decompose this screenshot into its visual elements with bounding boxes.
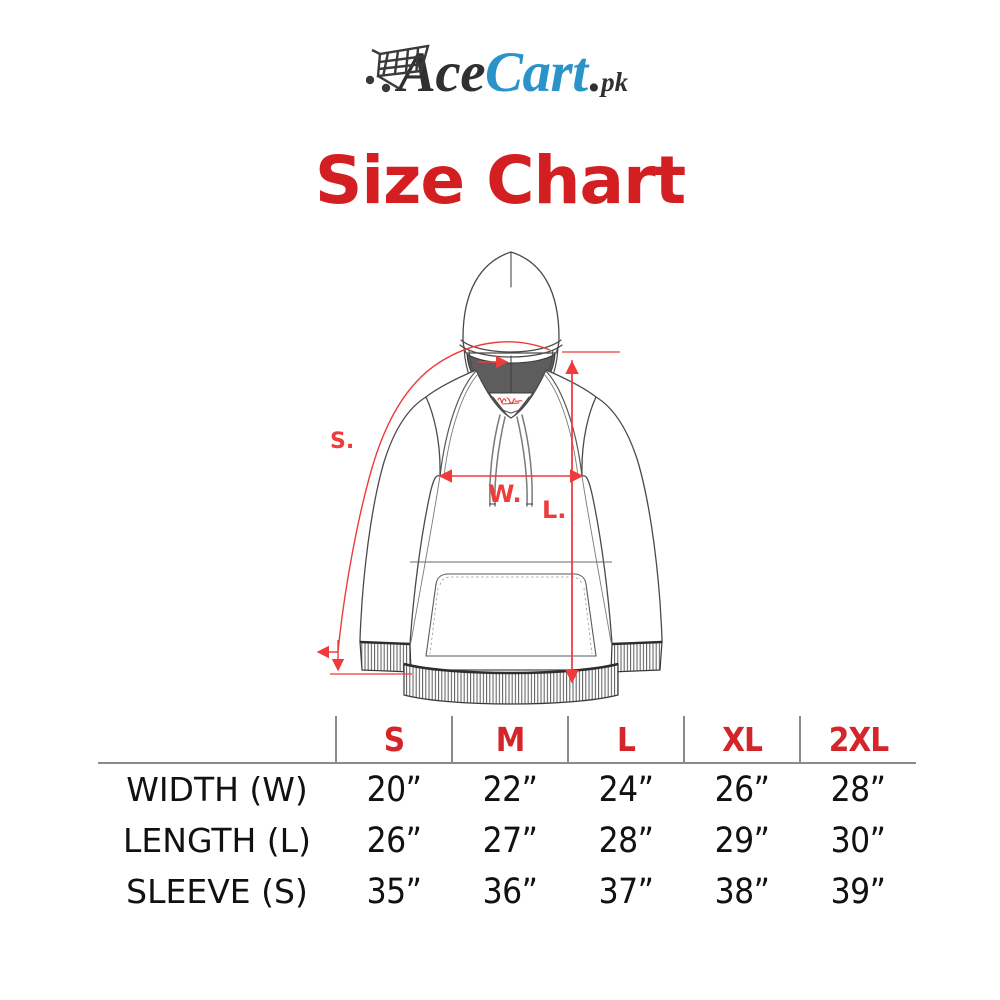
measure-label-sleeve: S. — [330, 429, 354, 454]
measure-label-length: L. — [542, 496, 566, 524]
size-header-m: M — [452, 716, 569, 764]
neck-script-logo-icon — [497, 397, 523, 405]
cell-length-s: 26” — [366, 820, 422, 861]
logo-text-cart: Cart — [485, 41, 588, 104]
cell-sleeve-xl: 38” — [714, 871, 770, 912]
size-table: S M L XL 2XL WIDTH (W) 20” 22” 24” 26” 2… — [98, 716, 916, 917]
shopping-cart-icon — [365, 44, 430, 93]
cell-length-m: 27” — [482, 820, 538, 861]
hoodie-illustration: S. W. L. — [300, 240, 720, 710]
cell-width-m: 22” — [452, 762, 568, 815]
cell-width-l: 24” — [568, 762, 684, 815]
cell-length-xl: 29” — [714, 820, 770, 861]
cell-length-2xl: 30” — [830, 820, 886, 861]
page-title: Size Chart — [314, 142, 686, 219]
cell-sleeve-l: 37” — [598, 871, 654, 912]
cell-width-xl: 26” — [684, 762, 800, 815]
size-header-l: L — [568, 716, 685, 764]
logo-text-tld: pk — [601, 67, 629, 97]
brand-logo: Ace Cart. pk — [0, 44, 1000, 114]
measure-label-width: W. — [488, 480, 522, 508]
row-label-width: WIDTH (W) — [98, 762, 336, 815]
table-row-sleeve: SLEEVE (S) 35” 36” 37” 38” 39” — [98, 866, 916, 917]
cell-sleeve-s: 35” — [366, 871, 422, 912]
size-header-s: S — [336, 716, 453, 764]
cell-width-s: 20” — [336, 762, 452, 815]
row-label-sleeve: SLEEVE (S) — [126, 872, 308, 911]
cell-length-l: 28” — [598, 820, 654, 861]
size-header-xl: XL — [684, 716, 801, 764]
table-row-length: LENGTH (L) 26” 27” 28” 29” 30” — [98, 815, 916, 866]
size-table-container: S M L XL 2XL WIDTH (W) 20” 22” 24” 26” 2… — [98, 716, 916, 916]
cell-width-2xl: 28” — [800, 762, 916, 815]
hoodie-technical-drawing: S. W. L. — [316, 251, 663, 705]
size-header-2xl: 2XL — [800, 716, 916, 764]
table-row-width: WIDTH (W) 20” 22” 24” 26” 28” — [98, 762, 916, 815]
cell-sleeve-m: 36” — [482, 871, 538, 912]
table-corner-cell — [98, 716, 337, 763]
cell-sleeve-2xl: 39” — [830, 871, 886, 912]
logo-dot: . — [587, 46, 601, 102]
table-header-row: S M L XL 2XL — [98, 716, 916, 764]
row-label-length: LENGTH (L) — [123, 821, 311, 860]
